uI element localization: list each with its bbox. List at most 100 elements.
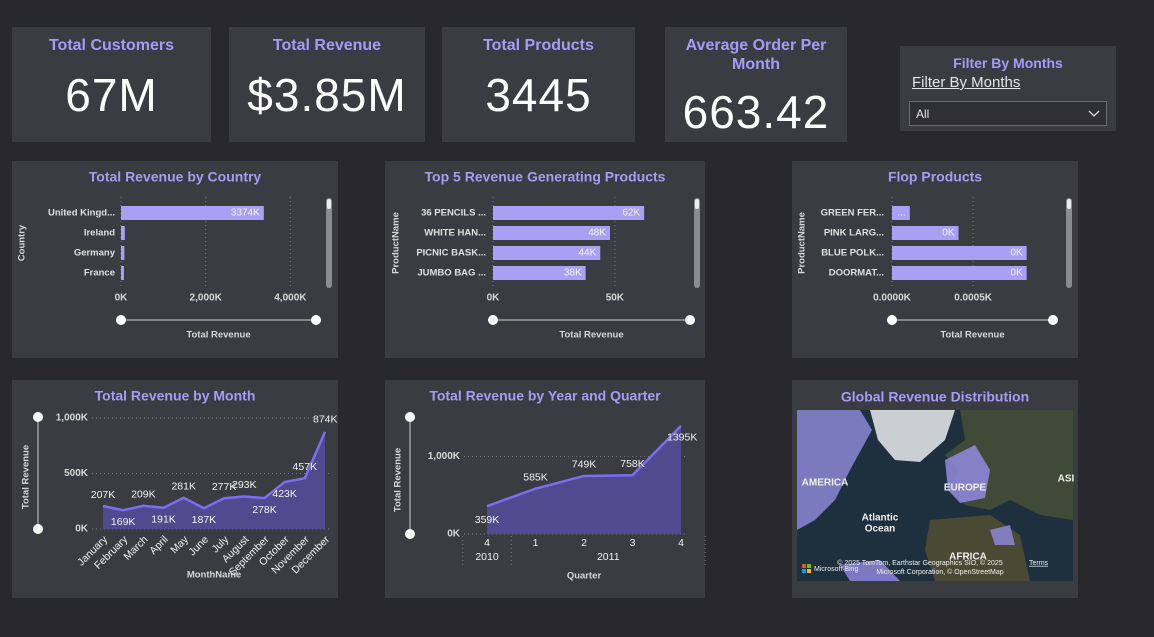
slider-handle[interactable] <box>1048 315 1058 325</box>
map: Global Revenue Distribution AMERICA EUROP… <box>792 380 1078 598</box>
panel-title: Flop Products <box>888 169 982 185</box>
y-tick-label: GREEN FER... <box>821 208 884 219</box>
card-title: Total Customers <box>48 37 175 54</box>
slider-handle[interactable] <box>488 315 498 325</box>
scrollbar[interactable] <box>326 198 332 288</box>
map-label: Ocean <box>865 524 896 535</box>
scroll-thumb[interactable] <box>1067 199 1071 209</box>
map-attribution: Microsoft Corporation, © OpenStreetMap <box>876 568 1003 576</box>
data-label: 38K <box>564 268 582 279</box>
data-label: 48K <box>588 228 606 239</box>
bar <box>121 246 125 260</box>
x-tick-label: 0.0005K <box>954 293 993 304</box>
card-value: $3.85M <box>247 69 407 121</box>
slider-handle[interactable] <box>311 315 321 325</box>
card-title: Average Order Per Month <box>685 37 827 73</box>
panel <box>12 161 338 358</box>
map-attribution: © 2025 TomTom, Earthstar Geographics SIO… <box>837 559 1003 567</box>
scrollbar[interactable] <box>694 198 700 288</box>
data-label: 457K <box>293 461 318 473</box>
bar <box>892 206 910 220</box>
scroll-thumb[interactable] <box>327 199 331 209</box>
line <box>102 431 327 512</box>
map-label: Atlantic <box>862 513 899 524</box>
bar <box>493 266 586 280</box>
data-label: 359K <box>475 514 500 526</box>
bar <box>121 266 124 280</box>
panel-title: Total Revenue by Month <box>95 388 256 404</box>
y-tick-label: 0K <box>447 529 461 540</box>
bar <box>493 226 610 240</box>
x-tick-label: 0.0000K <box>873 293 912 304</box>
x-axis-title: MonthName <box>187 570 241 581</box>
y-tick-label: JUMBO BAG ... <box>417 268 486 279</box>
scrollbar[interactable] <box>1066 198 1072 288</box>
data-label: 44K <box>578 248 596 259</box>
data-label: 207K <box>91 489 116 501</box>
x-tick-label: 3 <box>630 537 636 549</box>
kpi-card: Average Order Per Month 663.42 <box>665 27 847 142</box>
brand-logo <box>807 564 811 568</box>
x-tick-label: 1 <box>533 537 539 549</box>
slider-handle[interactable] <box>887 315 897 325</box>
slider-handle[interactable] <box>405 529 415 539</box>
map-area[interactable] <box>797 410 1073 581</box>
kpi-card: Total Products 3445 <box>442 27 635 142</box>
slider-handle[interactable] <box>33 412 43 422</box>
card-value: 67M <box>65 69 158 121</box>
y-axis-title: Country <box>17 224 28 261</box>
card-value: 663.42 <box>682 86 830 138</box>
bar <box>892 266 1027 280</box>
brand-logo <box>802 564 806 568</box>
land-highlight <box>990 525 1015 545</box>
y-tick-label: 500K <box>64 468 89 479</box>
land-europe <box>945 445 990 503</box>
card-title: Total Products <box>483 37 594 54</box>
data-label: 749K <box>572 459 597 471</box>
kpi-card: Total Revenue $3.85M <box>229 27 425 142</box>
filter-dropdown[interactable]: All <box>909 101 1107 126</box>
data-label: 0K <box>1010 268 1023 279</box>
y-tick-label: 0K <box>75 524 89 535</box>
data-label: 1395K <box>667 432 697 444</box>
data-label: 277K <box>212 481 237 493</box>
bar <box>493 246 601 260</box>
brand-logo <box>807 569 811 573</box>
y-axis-title: ProductName <box>391 212 402 274</box>
dropdown-chevron <box>1088 110 1100 117</box>
x-tick-label: 4 <box>678 537 684 549</box>
bar <box>121 206 264 220</box>
x-axis-title: Total Revenue <box>186 330 250 341</box>
slider-handle[interactable] <box>33 524 43 534</box>
slider-handle[interactable] <box>685 315 695 325</box>
y-tick-label: PICNIC BASK... <box>416 248 486 259</box>
bar <box>892 246 1027 260</box>
scroll-thumb[interactable] <box>695 199 699 209</box>
data-label: 293K <box>232 479 257 491</box>
area <box>103 431 325 529</box>
data-label: 585K <box>523 471 548 483</box>
data-label: 169K <box>111 516 136 528</box>
slider-handle[interactable] <box>405 412 415 422</box>
data-label: 0K <box>942 228 955 239</box>
line <box>486 425 682 508</box>
y-tick-label: DOORMAT... <box>829 268 884 279</box>
x-group-label: 2010 <box>475 551 499 563</box>
y-tick-label: 36 PENCILS ... <box>421 208 486 219</box>
x-tick-label: 4 <box>484 537 490 549</box>
land-americas <box>797 410 872 530</box>
x-tick-label: 2,000K <box>190 293 223 304</box>
bar <box>892 226 959 240</box>
x-axis-title: Total Revenue <box>940 330 1004 341</box>
data-label: 874K <box>313 414 338 426</box>
map-label: ASI <box>1058 474 1075 485</box>
panel-title: Total Revenue by Year and Quarter <box>429 388 661 404</box>
y-axis-title: ProductName <box>797 212 808 274</box>
x-tick-label: 50K <box>606 293 625 304</box>
filter-label: Filter By Months <box>912 74 1021 91</box>
y-tick-label: 1,000K <box>56 413 89 424</box>
panel-title: Top 5 Revenue Generating Products <box>425 169 666 185</box>
slider-handle[interactable] <box>116 315 126 325</box>
data-label: 0K <box>1010 248 1023 259</box>
y-tick-label: Ireland <box>84 228 115 239</box>
